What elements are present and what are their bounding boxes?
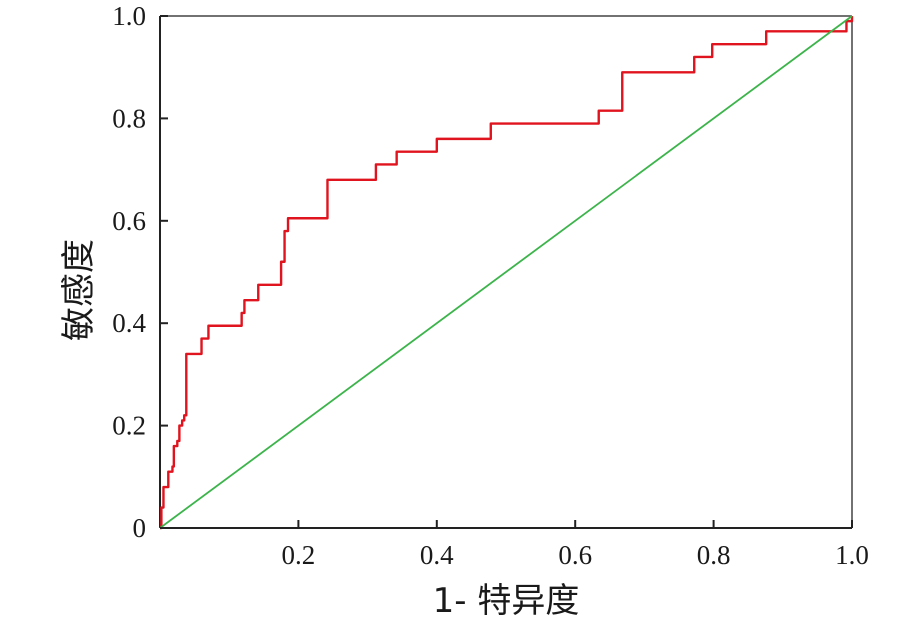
reference-diagonal-line (159, 15, 853, 529)
x-tick-label: 0.6 (558, 540, 592, 570)
x-tick-label: 0.2 (282, 540, 316, 570)
x-tick-label: 0.4 (420, 540, 454, 570)
plot-frame (159, 15, 853, 529)
x-axis-title: 1- 特异度 (433, 581, 580, 621)
x-tick-label: 1.0 (835, 540, 869, 570)
x-tick-label: 0.8 (697, 540, 731, 570)
y-tick-label: 0.6 (112, 206, 146, 236)
ticks-layer: 0 0.2 0.4 0.6 0.8 1.0 0.2 0.4 0.6 0.8 1.0 (112, 1, 869, 570)
y-tick-label: 0.2 (112, 411, 146, 441)
series-layer (159, 15, 854, 530)
roc-curve-line (160, 16, 854, 530)
y-tick-label: 0.8 (112, 103, 146, 133)
y-axis-title: 敏感度 (59, 239, 99, 341)
y-tick-label: 1.0 (112, 1, 146, 31)
y-tick-label: 0.4 (112, 308, 146, 338)
y-tick-label: 0 (133, 513, 147, 543)
